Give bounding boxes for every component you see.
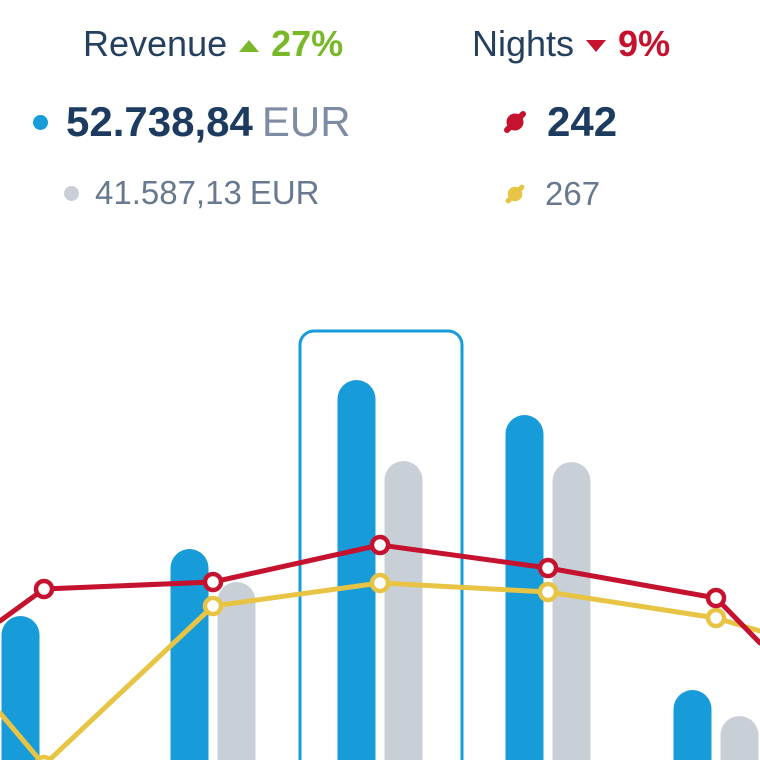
nights-header: Nights 9% <box>472 22 670 66</box>
trend-down-icon <box>586 39 607 52</box>
nights-previous-value: 267 <box>545 175 601 212</box>
nights_previous-marker-4[interactable] <box>537 581 559 603</box>
nights_current-marker-5[interactable] <box>705 587 727 609</box>
revenue-trend-percent: 27% <box>271 23 344 64</box>
bar-revenue-previous-2[interactable] <box>217 582 256 760</box>
revenue-previous-row: 41.587,13 EUR <box>64 172 320 214</box>
nights_current-marker-4[interactable] <box>537 557 559 579</box>
nights_previous-line <box>0 580 760 760</box>
nights_previous-marker-3[interactable] <box>369 572 391 594</box>
revenue-title: Revenue <box>83 23 228 64</box>
bar-revenue-current-4[interactable] <box>505 415 544 760</box>
revenue-current-unit: EUR <box>261 98 351 145</box>
revenue-current-dot-icon <box>33 114 48 130</box>
nights_current-line <box>0 542 760 646</box>
revenue-previous-value: 41.587,13 <box>95 174 242 211</box>
nights-title: Nights <box>472 23 575 64</box>
bar-revenue-current-5[interactable] <box>673 690 712 760</box>
nights-current-marker-icon <box>504 111 526 133</box>
trend-up-icon <box>239 39 260 52</box>
nights-trend-percent: 9% <box>618 23 671 64</box>
nights_current-marker-1[interactable] <box>33 578 55 600</box>
bar-revenue-current-3[interactable] <box>337 380 376 760</box>
nights_current-marker-3[interactable] <box>369 534 391 556</box>
revenue-current-row: 52.738,84 EUR <box>33 98 351 146</box>
bar-revenue-current-2[interactable] <box>170 549 209 760</box>
nights_previous-marker-5[interactable] <box>705 607 727 629</box>
nights_previous-marker-1[interactable] <box>35 754 53 760</box>
bar-revenue-previous-5[interactable] <box>720 716 759 760</box>
nights_current-marker-2[interactable] <box>202 571 224 593</box>
bar-revenue-previous-4[interactable] <box>552 462 591 760</box>
bar-revenue-previous-3[interactable] <box>384 461 423 760</box>
revenue-previous-unit: EUR <box>249 174 320 211</box>
nights_previous-marker-2[interactable] <box>202 595 224 617</box>
revenue-previous-dot-icon <box>64 185 79 201</box>
nights-previous-row: 267 <box>503 174 600 214</box>
selected-period-outline[interactable] <box>298 329 464 760</box>
nights-current-row: 242 <box>501 98 617 146</box>
nights-current-value: 242 <box>547 98 618 145</box>
nights-previous-marker-icon <box>505 184 525 204</box>
revenue-header: Revenue 27% <box>83 22 343 66</box>
revenue-current-value: 52.738,84 <box>66 98 253 145</box>
